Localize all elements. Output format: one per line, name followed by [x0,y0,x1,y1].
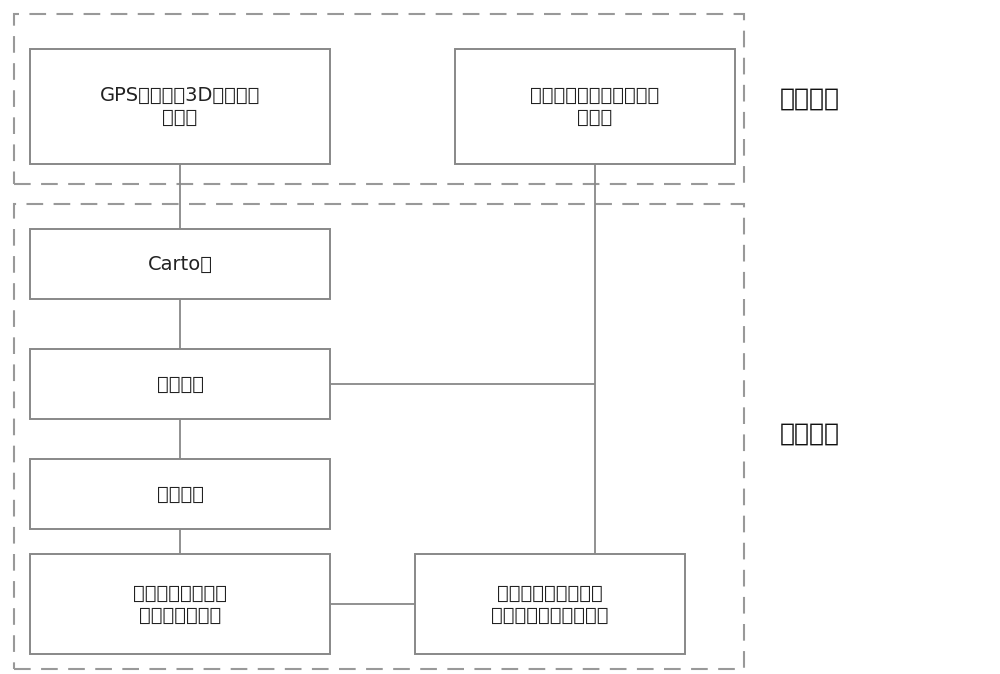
Bar [30,349,330,419]
Text: 同时显示: 同时显示 [780,87,840,111]
Bar [30,554,330,654]
Bar [14,204,744,669]
Bar [30,229,330,299]
Text: 消融导管: 消融导管 [156,375,204,394]
Text: 集成电路信号处理器
（四腔、状态、位置）: 集成电路信号处理器 （四腔、状态、位置） [491,584,609,625]
Bar [455,49,735,164]
Text: 连接回路: 连接回路 [780,422,840,446]
Text: Carto机: Carto机 [148,255,212,274]
Bar [30,49,330,164]
Text: GPS磁导航绘3D心腔构造
显示屏: GPS磁导航绘3D心腔构造 显示屏 [100,86,260,127]
Bar [30,459,330,529]
Text: 心腔模型: 心腔模型 [156,485,204,503]
Text: 实时显示对应心电电位图
显示屏: 实时显示对应心电电位图 显示屏 [530,86,660,127]
Bar [415,554,685,654]
Bar [14,14,744,184]
Text: 仿人体血管构造的
模拟器固定支座: 仿人体血管构造的 模拟器固定支座 [133,584,227,625]
